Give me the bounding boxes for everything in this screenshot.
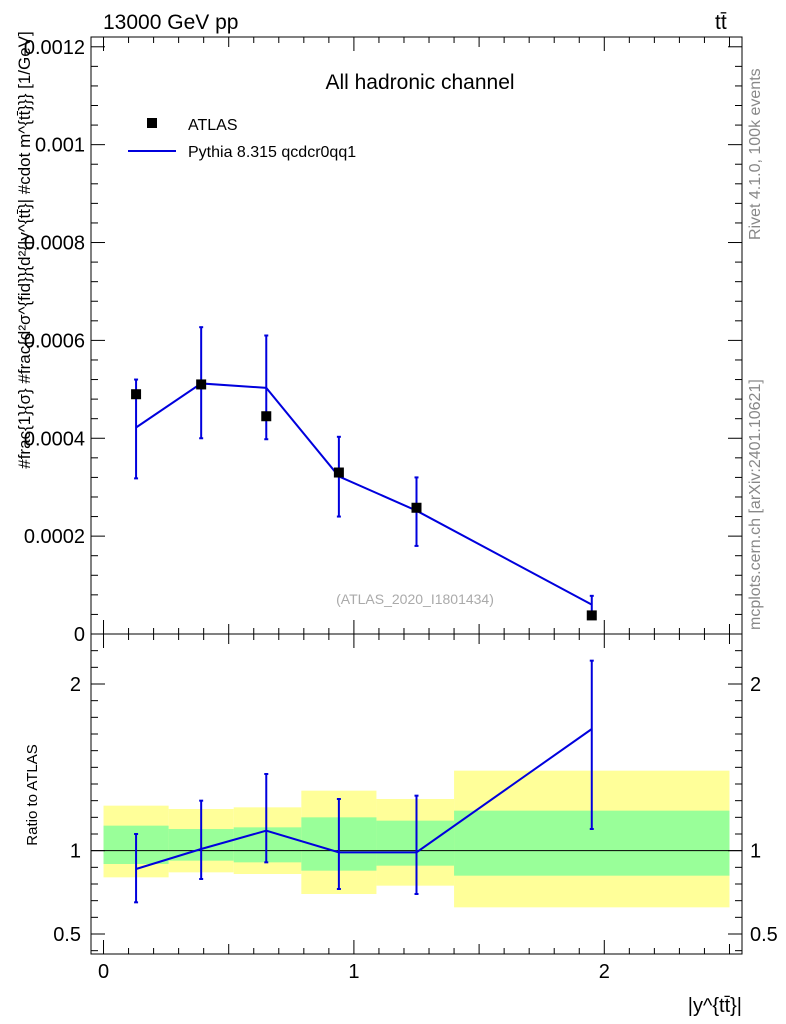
ratio-y-tick-label-right: 2 — [750, 674, 761, 696]
ratio-plot-frame — [90, 633, 743, 955]
header-right-label: tt̄ — [715, 11, 727, 34]
x-tick-label: 0 — [98, 961, 109, 983]
ratio-y-tick-label: 1 — [70, 841, 81, 863]
y-tick-label: 0.0004 — [24, 428, 85, 450]
mcplots-label: mcplots.cern.ch [arXiv:2401.10621] — [747, 379, 764, 630]
x-tick-label: 1 — [348, 961, 359, 983]
header-left-label: 13000 GeV pp — [103, 11, 238, 34]
pythia-line — [135, 382, 593, 606]
atlas-data-point — [131, 389, 142, 400]
ratio-y-tick-label-right: 1 — [750, 841, 761, 863]
x-axis-label: |y^{tt̄}| — [688, 995, 742, 1017]
main-chart-title: All hadronic channel — [325, 71, 514, 94]
uncertainty-band-green — [233, 827, 302, 863]
ratio-y-axis-label: Ratio to ATLAS — [24, 744, 41, 845]
ratio-y-tick-label: 2 — [70, 674, 81, 696]
ratio-panel: 0.5 0.5 1 1 2 2 0 1 2 Ratio to ATLAS |y^{tt̄}| — [24, 633, 778, 1017]
atlas-data-point — [196, 379, 207, 390]
y-tick-label: 0.0002 — [24, 526, 85, 548]
ratio-y-tick-label-right: 0.5 — [750, 924, 778, 946]
y-tick-label: 0.0008 — [24, 233, 85, 255]
atlas-data-point — [586, 610, 597, 621]
atlas-data-point — [333, 467, 344, 478]
y-tick-label: 0.001 — [35, 135, 85, 157]
uncertainty-band-green — [376, 820, 455, 866]
ratio-y-tick-label: 0.5 — [53, 924, 81, 946]
ratio-plot-area: 0.5 0.5 1 1 2 2 0 1 2 — [53, 634, 778, 983]
legend-atlas-label: ATLAS — [188, 117, 238, 134]
main-y-axis-label: #frac{1}{σ} #frac{d²σ^{fid}}{d²{|y^{tt̄}… — [15, 31, 34, 469]
ratio-pythia-line — [135, 728, 593, 870]
y-tick-label: 0.0006 — [24, 330, 85, 352]
y-tick-label: 0.0012 — [24, 37, 85, 59]
rivet-version-label: Rivet 4.1.0, 100k events — [747, 68, 764, 240]
main-panel: 0 0.0002 0.0004 0.0006 0.0008 0.001 0.0012 All… — [15, 31, 743, 646]
x-tick-label: 2 — [599, 961, 610, 983]
watermark-label: (ATLAS_2020_I1801434) — [336, 591, 494, 607]
main-plot-area: 0 0.0002 0.0004 0.0006 0.0008 0.001 0.0012 — [24, 37, 742, 646]
atlas-data-point — [411, 502, 422, 513]
atlas-data-point — [261, 411, 272, 422]
legend-pythia-label: Pythia 8.315 qcdcr0qq1 — [188, 144, 356, 161]
y-tick-label: 0 — [74, 624, 85, 646]
legend-atlas-marker — [147, 118, 157, 128]
legend: ATLAS Pythia 8.315 qcdcr0qq1 — [128, 117, 356, 161]
